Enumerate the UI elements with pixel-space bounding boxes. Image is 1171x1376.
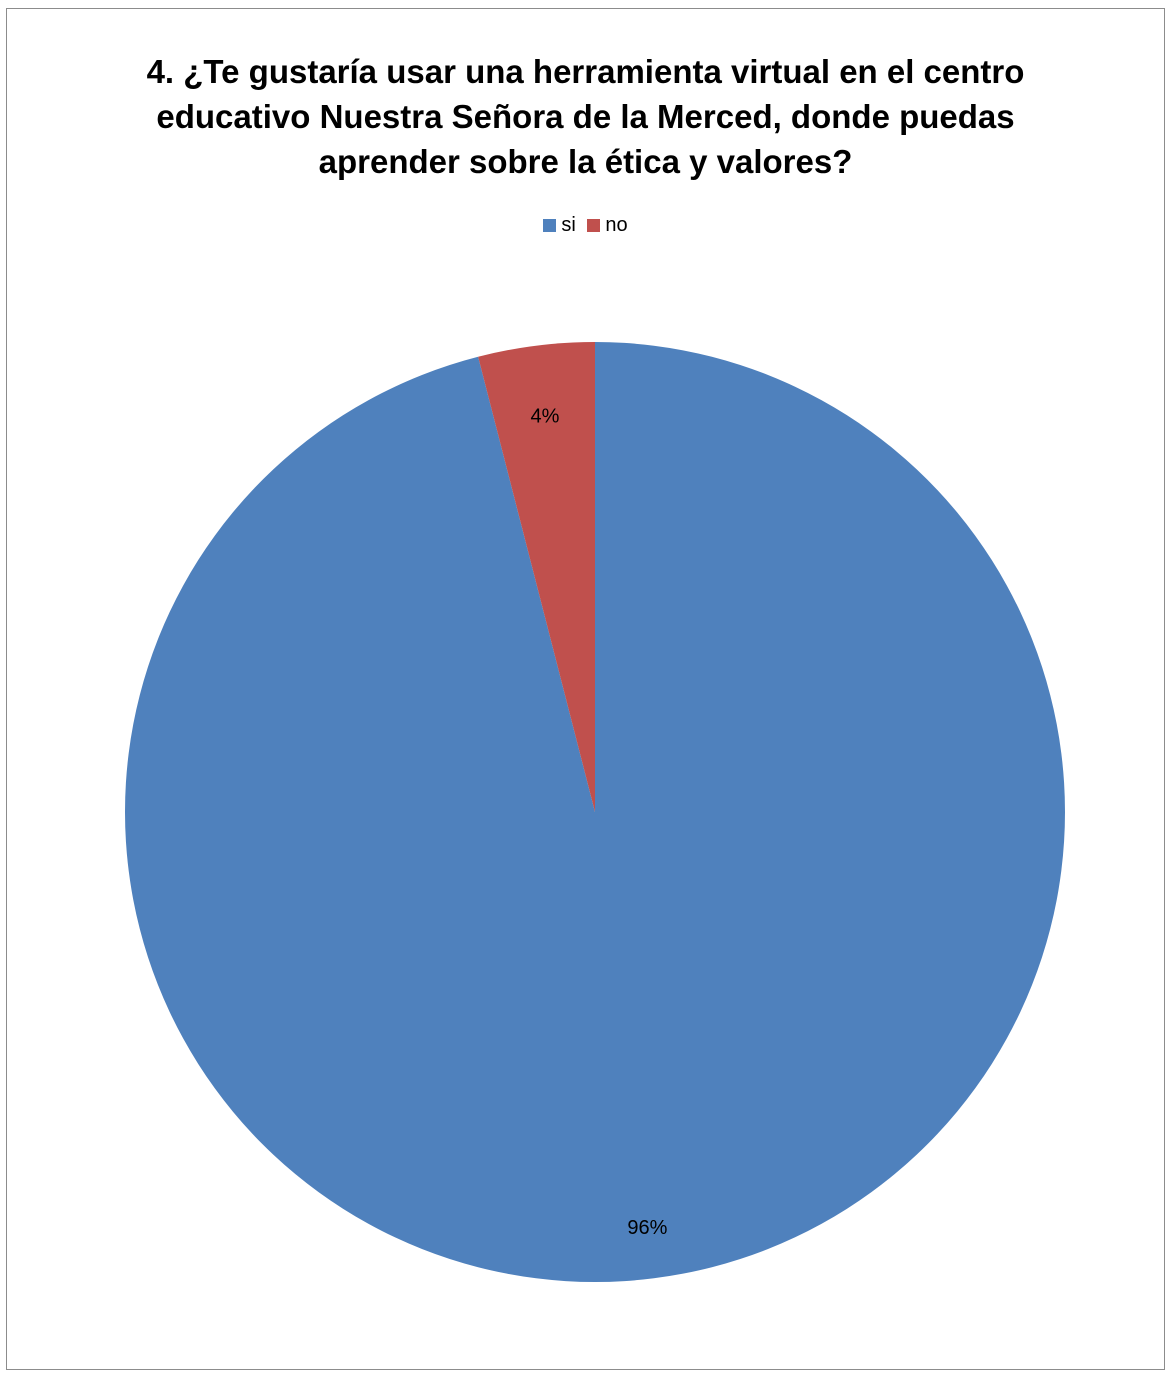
data-label-no: 4% (530, 406, 559, 428)
legend-swatch-no (587, 219, 601, 232)
legend-entry-no: no (587, 214, 628, 237)
chart-title: 4. ¿Te gustaría usar una herramienta vir… (7, 49, 1164, 184)
legend-label-si: si (561, 214, 576, 236)
chart-legend: si no (7, 214, 1164, 238)
legend-label-no: no (605, 214, 628, 236)
pie-slice-no (478, 342, 595, 812)
data-label-si: 96% (627, 1217, 667, 1239)
chart-title-line-3: aprender sobre la ética y valores? (318, 143, 853, 180)
chart-title-line-1: 4. ¿Te gustaría usar una herramienta vir… (146, 53, 1025, 90)
chart-title-line-2: educativo Nuestra Señora de la Merced, d… (156, 98, 1015, 135)
legend-swatch-si (543, 219, 557, 232)
legend-entry-si: si (543, 214, 576, 237)
